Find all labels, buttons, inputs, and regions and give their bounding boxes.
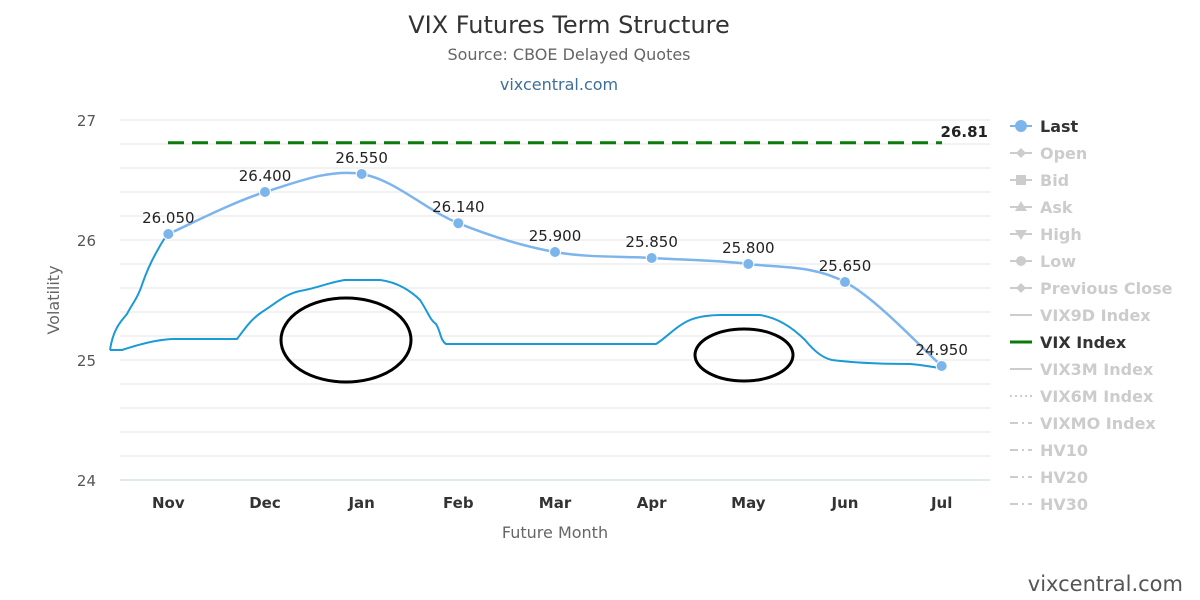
car-wheel-rear — [693, 327, 795, 383]
legend-label: VIXMO Index — [1040, 414, 1156, 433]
legend-item[interactable]: VIX3M Index — [1010, 360, 1154, 379]
grid — [120, 119, 990, 481]
legend-item[interactable]: Previous Close — [1010, 279, 1173, 298]
chart-credit-top: vixcentral.com — [500, 75, 618, 94]
x-tick-label: Jul — [930, 494, 952, 512]
y-tick-label: 27 — [77, 112, 96, 130]
legend[interactable]: Last Open Bid Ask High Low Previous Close VIX9D… — [1010, 117, 1173, 514]
vix-index-label: 26.81 — [941, 123, 988, 141]
legend-item[interactable]: High — [1010, 225, 1082, 244]
legend-item[interactable]: Bid — [1010, 171, 1069, 190]
legend-item[interactable]: Last — [1010, 117, 1079, 136]
last-point-label: 26.400 — [239, 167, 292, 185]
x-tick-label: Mar — [539, 494, 572, 512]
legend-item[interactable]: Low — [1010, 252, 1076, 271]
x-tick-label: Jun — [831, 494, 859, 512]
legend-label: Previous Close — [1040, 279, 1173, 298]
legend-label: Ask — [1040, 198, 1073, 217]
x-tick-label: Feb — [443, 494, 474, 512]
legend-label: HV10 — [1040, 441, 1088, 460]
legend-item[interactable]: VIX Index — [1010, 333, 1127, 352]
car-front-line — [109, 232, 169, 351]
chart-title: VIX Futures Term Structure — [408, 11, 730, 39]
last-point — [549, 246, 561, 258]
legend-item[interactable]: HV20 — [1010, 468, 1088, 487]
legend-label: VIX9D Index — [1040, 306, 1151, 325]
legend-marker — [1015, 120, 1027, 132]
legend-item[interactable]: VIX9D Index — [1010, 306, 1151, 325]
legend-label: HV20 — [1040, 468, 1088, 487]
x-axis-title: Future Month — [502, 523, 608, 542]
legend-marker — [1015, 230, 1027, 240]
last-point — [645, 252, 658, 264]
legend-item[interactable]: VIXMO Index — [1010, 414, 1156, 433]
legend-item[interactable]: HV30 — [1010, 495, 1088, 514]
last-point — [935, 360, 948, 372]
last-point — [839, 276, 851, 288]
car-doodle — [109, 232, 943, 384]
series-layer: 26.81 26.050 26.400 26.550 26.140 25.900 25.85… — [142, 123, 988, 372]
legend-label: HV30 — [1040, 495, 1088, 514]
chart-subtitle: Source: CBOE Delayed Quotes — [447, 45, 690, 64]
car-wheel-front — [279, 296, 413, 384]
legend-item[interactable]: Ask — [1010, 198, 1073, 217]
last-point — [355, 168, 368, 180]
last-point-label: 25.650 — [819, 257, 872, 275]
last-point-label: 25.800 — [722, 239, 775, 257]
x-tick-label: Jan — [347, 494, 374, 512]
legend-item[interactable]: Open — [1010, 144, 1087, 163]
legend-marker — [1016, 283, 1026, 293]
y-axis: 24 25 26 27 — [77, 112, 96, 490]
y-axis-title: Volatility — [44, 265, 63, 334]
legend-item[interactable]: HV10 — [1010, 441, 1088, 460]
legend-label: Bid — [1040, 171, 1069, 190]
last-point-label: 26.050 — [142, 209, 195, 227]
last-point-label: 24.950 — [915, 341, 968, 359]
legend-label: High — [1040, 225, 1082, 244]
last-point-label: 25.850 — [625, 233, 678, 251]
y-tick-label: 24 — [77, 472, 96, 490]
legend-label: VIX6M Index — [1040, 387, 1154, 406]
last-point — [259, 186, 271, 198]
legend-label: Low — [1040, 252, 1076, 271]
legend-marker — [1016, 175, 1026, 185]
last-point — [452, 217, 465, 230]
last-point-label: 26.550 — [335, 149, 388, 167]
x-tick-label: May — [731, 494, 766, 512]
y-tick-label: 26 — [77, 232, 96, 250]
y-tick-label: 25 — [77, 352, 96, 370]
x-axis: Nov Dec Jan Feb Mar Apr May Jun Jul — [152, 494, 952, 512]
legend-item[interactable]: VIX6M Index — [1010, 387, 1154, 406]
legend-label: VIX Index — [1040, 333, 1127, 352]
last-point-label: 26.140 — [432, 198, 485, 216]
legend-marker — [1015, 201, 1027, 211]
x-tick-label: Apr — [637, 494, 667, 512]
last-point-label: 25.900 — [529, 227, 582, 245]
legend-label: Last — [1040, 117, 1079, 136]
x-tick-label: Dec — [249, 494, 281, 512]
legend-label: Open — [1040, 144, 1087, 163]
last-point — [742, 258, 755, 270]
chart-credit-bottom[interactable]: vixcentral.com — [1028, 572, 1183, 596]
car-body-line — [110, 279, 943, 369]
legend-label: VIX3M Index — [1040, 360, 1154, 379]
legend-marker — [1016, 148, 1026, 158]
last-point — [162, 228, 175, 240]
x-tick-label: Nov — [152, 494, 185, 512]
legend-marker — [1016, 256, 1026, 266]
